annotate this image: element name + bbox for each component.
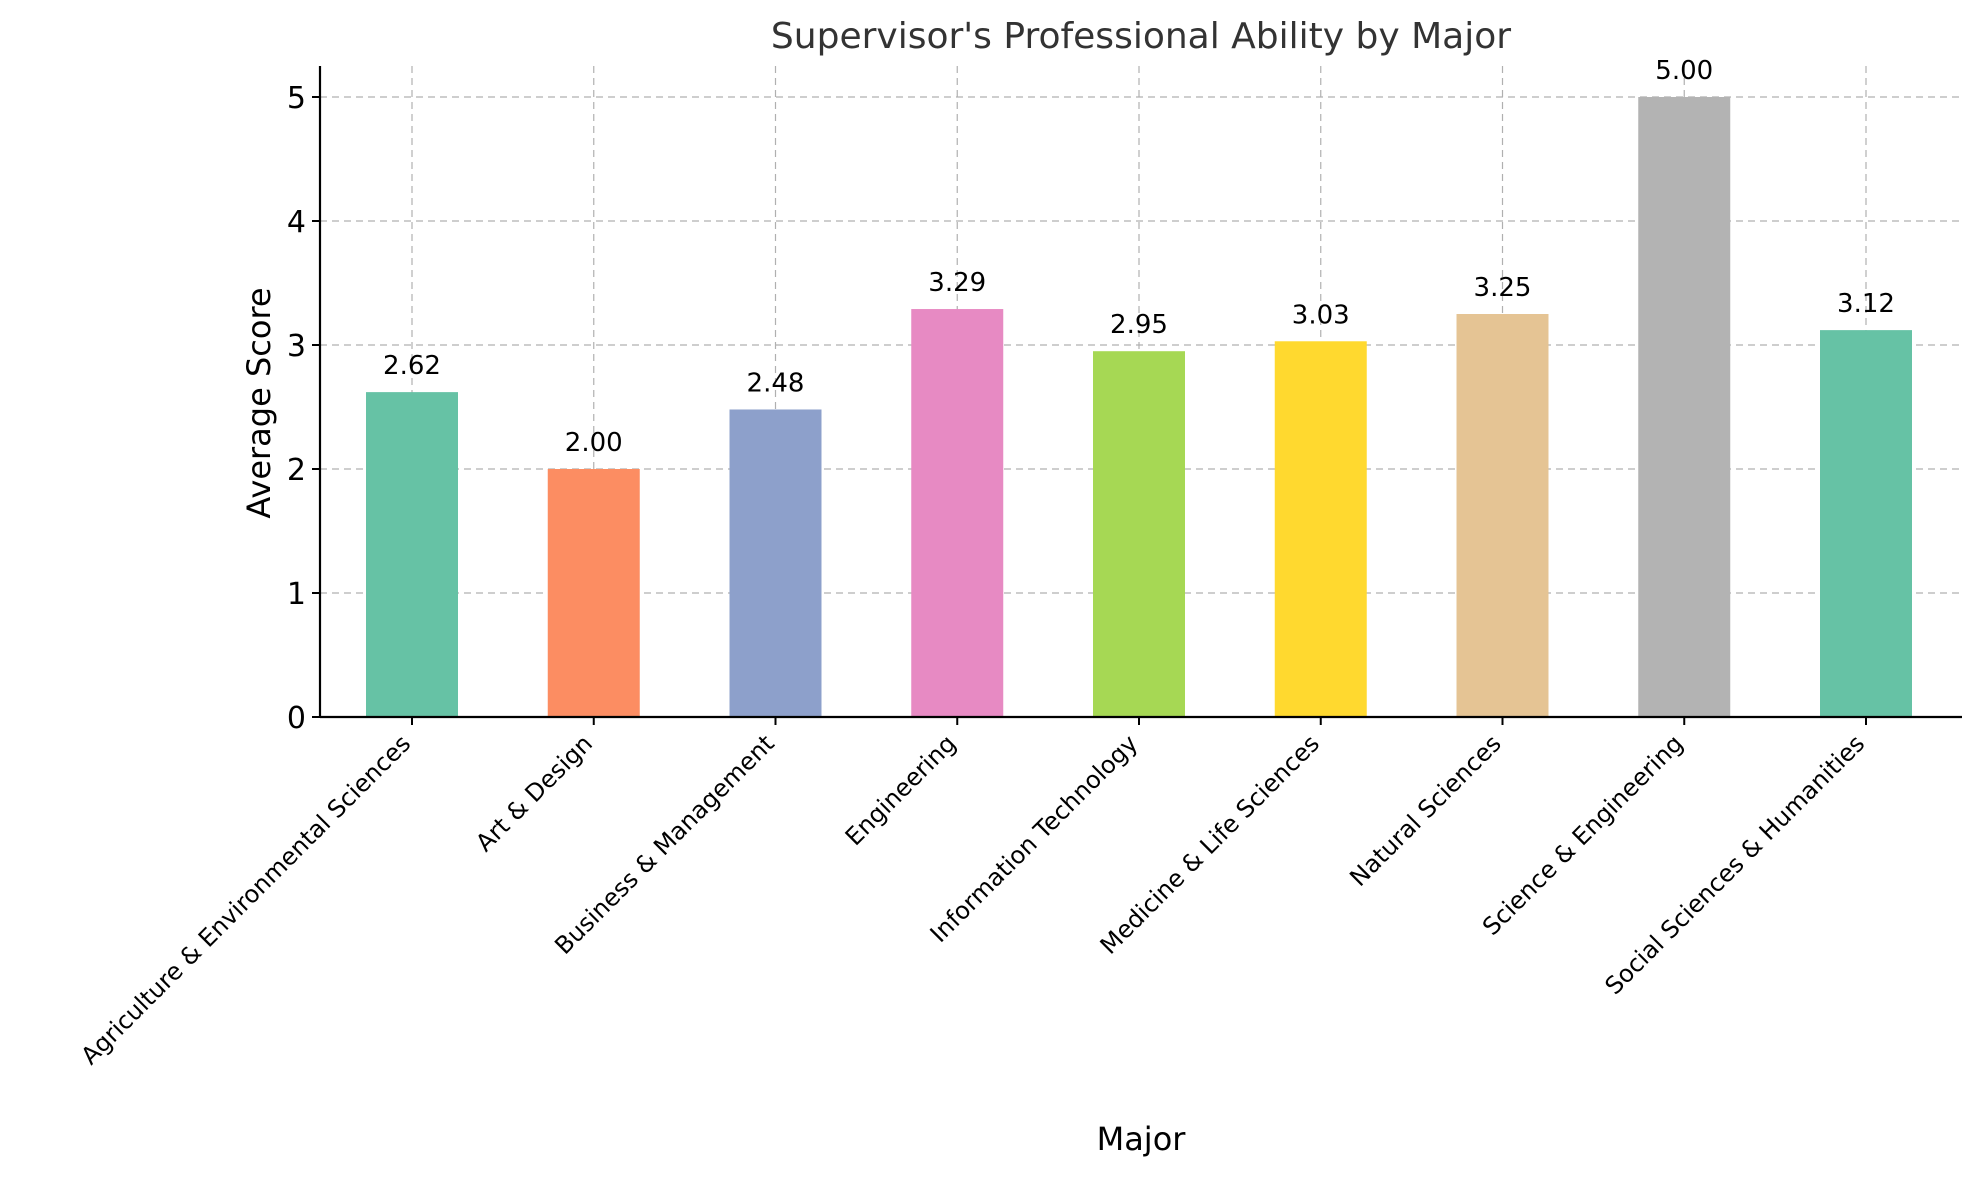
x-tick-label: Medicine & Life Sciences	[1095, 729, 1325, 959]
bar-value-label: 3.12	[1837, 289, 1895, 319]
bar	[911, 309, 1004, 717]
bar-value-label: 5.00	[1655, 56, 1713, 86]
bar-value-label: 2.62	[383, 351, 441, 381]
bar	[1456, 314, 1549, 717]
bar	[547, 469, 640, 717]
value-labels: 2.62 2.00 2.48 3.29 2.95 3.03 3.25 5.00 3.12	[383, 56, 1895, 458]
y-tick-label: 4	[287, 205, 306, 240]
bar	[1274, 341, 1367, 717]
bar	[366, 392, 458, 717]
bar	[1820, 330, 1912, 717]
bar	[1638, 97, 1731, 717]
bar	[1093, 351, 1185, 717]
x-axis-label: Major	[1097, 1120, 1187, 1158]
bar-value-label: 2.48	[747, 368, 805, 398]
bar-value-label: 2.00	[565, 428, 623, 458]
y-tick-label: 1	[287, 577, 306, 612]
bar-value-label: 3.03	[1292, 300, 1350, 330]
y-tick-label: 2	[287, 453, 306, 488]
bar-value-label: 3.25	[1474, 273, 1532, 303]
y-tick-label: 5	[287, 81, 306, 116]
x-tick-label: Natural Sciences	[1344, 729, 1506, 891]
y-tick-label: 0	[287, 701, 306, 736]
bar-value-label: 3.29	[928, 268, 986, 298]
x-tick-label: Agriculture & Environmental Sciences	[76, 729, 417, 1070]
x-tick-label: Engineering	[840, 729, 962, 851]
bar-value-label: 2.95	[1110, 310, 1168, 340]
chart-title: Supervisor's Professional Ability by Maj…	[771, 16, 1511, 57]
y-tick-label: 3	[287, 329, 306, 364]
bar	[729, 409, 822, 717]
x-tick-label: Art & Design	[470, 729, 598, 857]
x-tick-label: Business & Management	[549, 729, 779, 959]
x-tick-label: Science & Engineering	[1477, 729, 1688, 940]
x-tick-label: Information Technology	[925, 729, 1143, 947]
bars	[366, 97, 1912, 717]
x-ticks: Agriculture & Environmental Sciences Art …	[76, 717, 1870, 1070]
y-axis-label: Average Score	[240, 287, 278, 518]
y-ticks: 0 1 2 3 4 5	[287, 81, 320, 736]
